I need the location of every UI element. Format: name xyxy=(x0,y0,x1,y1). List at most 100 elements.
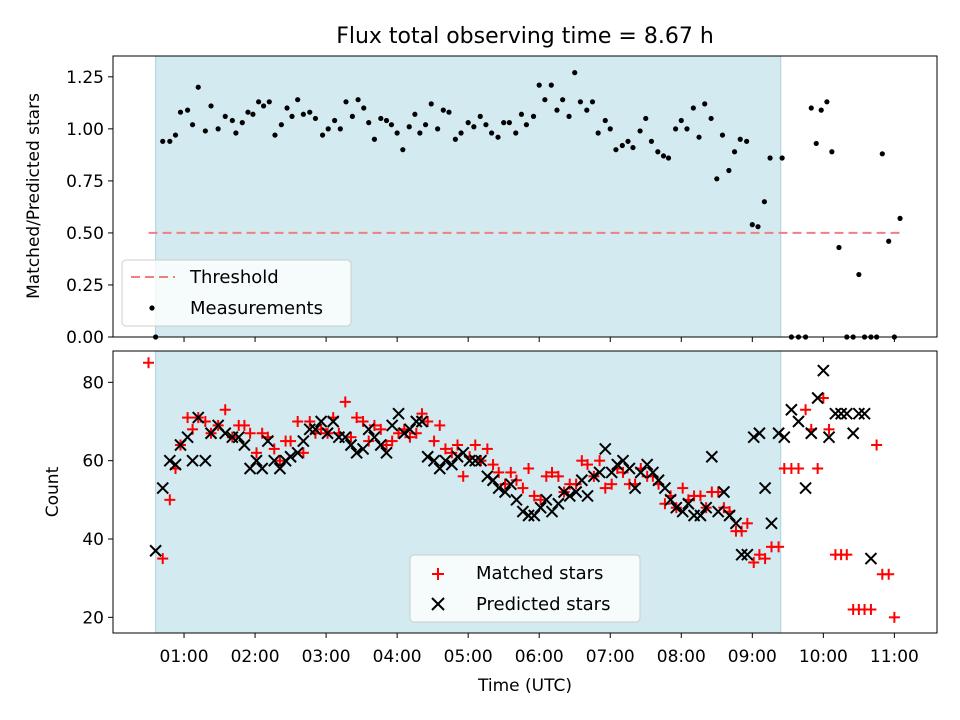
top-legend: Threshold Measurements xyxy=(121,259,352,327)
measurement-point xyxy=(422,122,429,128)
y-tick-label: 80 xyxy=(82,373,104,393)
measurement-point xyxy=(690,105,696,111)
predicted-star-point xyxy=(445,458,459,471)
measurement-point xyxy=(779,155,785,161)
predicted-star-point xyxy=(646,466,660,479)
predicted-star-point xyxy=(350,446,363,460)
matched-star-point xyxy=(812,463,824,474)
measurement-point xyxy=(595,130,601,136)
matched-star-point xyxy=(297,447,309,459)
measurement-point xyxy=(719,132,726,138)
matched-star-point xyxy=(481,443,493,455)
measurement-point xyxy=(813,140,819,147)
predicted-star-point xyxy=(699,501,713,514)
matched-star-point xyxy=(219,404,231,416)
matched-legend-icon xyxy=(432,568,444,580)
predicted-star-point xyxy=(605,466,618,479)
matched-star-point xyxy=(439,443,451,455)
measurement-point xyxy=(250,111,256,117)
matched-star-point xyxy=(841,549,853,561)
y-tick-label: 40 xyxy=(82,530,104,550)
measurement-point xyxy=(613,147,619,153)
predicted-star-point xyxy=(398,427,411,440)
measurement-point xyxy=(660,153,667,159)
matched-star-point xyxy=(517,482,529,494)
measurement-point xyxy=(665,155,672,161)
measurement-point xyxy=(307,109,313,115)
measurement-point xyxy=(337,126,343,132)
predicted-star-point xyxy=(403,423,417,436)
predicted-star-point xyxy=(753,427,766,440)
predicted-star-point xyxy=(587,470,601,483)
measurement-point xyxy=(542,97,548,103)
measurement-point xyxy=(495,134,501,140)
predicted-star-point xyxy=(481,470,494,483)
measurement-point xyxy=(245,109,251,115)
matched-star-point xyxy=(540,470,552,482)
predicted-star-point xyxy=(729,517,743,530)
measurement-point xyxy=(836,244,842,251)
measurement-point xyxy=(189,122,196,128)
measurement-point xyxy=(643,115,649,122)
predicted-star-point xyxy=(516,505,530,518)
measurement-point xyxy=(471,124,477,130)
threshold-legend-label: Threshold xyxy=(189,267,279,288)
matched-star-point xyxy=(304,416,316,427)
predicted-star-point xyxy=(149,544,162,557)
matched-star-point xyxy=(493,466,505,478)
matched-star-point xyxy=(523,463,535,474)
matched-star-point xyxy=(888,611,900,623)
measurement-point xyxy=(513,130,519,136)
measurement-point xyxy=(378,115,384,122)
x-axis-label: Time (UTC) xyxy=(477,676,572,696)
y-tick-label: 20 xyxy=(82,608,104,628)
predicted-star-point xyxy=(163,454,177,467)
predicted-star-point xyxy=(528,509,541,522)
measurement-point xyxy=(172,132,179,138)
matched-star-point xyxy=(570,478,582,490)
measurement-point xyxy=(394,130,400,136)
x-tick-label: 01:00 xyxy=(160,647,209,667)
predicted-star-point xyxy=(545,505,559,518)
matched-star-point xyxy=(351,412,363,424)
top-axes-frame xyxy=(112,55,938,338)
predicted-legend-label: Predicted stars xyxy=(476,594,610,615)
matched-star-point xyxy=(380,439,392,451)
matched-star-point xyxy=(393,427,405,439)
bottom-axes-frame xyxy=(112,350,938,634)
top-panel: 0.00 0.25 0.50 0.75 1.00 1.25 Matched/Predict… xyxy=(24,55,938,348)
measurement-point xyxy=(708,115,714,122)
x-tick-label: 04:00 xyxy=(373,647,422,667)
matched-star-point xyxy=(157,553,169,565)
predicted-star-point xyxy=(799,481,812,495)
bottom-y-axis-label: Count xyxy=(43,466,63,517)
matched-star-point xyxy=(386,435,398,447)
measurement-point xyxy=(824,99,830,105)
measurement-point xyxy=(678,117,684,124)
predicted-star-point xyxy=(785,403,798,416)
predicted-star-point xyxy=(321,427,334,440)
measurement-point xyxy=(239,120,245,126)
measurement-point xyxy=(548,82,554,88)
predicted-star-point xyxy=(664,493,677,507)
measurement-point xyxy=(672,126,679,132)
measurement-point xyxy=(332,117,338,124)
matched-star-point xyxy=(182,412,194,424)
measurement-point xyxy=(229,117,235,124)
predicted-star-point xyxy=(569,485,583,499)
predicted-star-point xyxy=(534,501,547,514)
matched-star-point xyxy=(238,419,250,431)
predicted-star-point xyxy=(611,458,624,471)
measurement-point xyxy=(428,101,434,107)
measurement-point xyxy=(349,113,355,119)
measurement-point xyxy=(607,126,613,132)
predicted-star-point xyxy=(581,489,594,503)
predicted-star-point xyxy=(717,485,731,499)
predicted-star-point xyxy=(557,485,571,499)
matched-star-point xyxy=(552,470,564,482)
bottom-y-axis: 20 40 60 80 xyxy=(82,373,113,628)
measurement-point xyxy=(749,222,755,228)
measurement-point xyxy=(530,113,537,119)
predicted-star-point xyxy=(694,509,707,522)
